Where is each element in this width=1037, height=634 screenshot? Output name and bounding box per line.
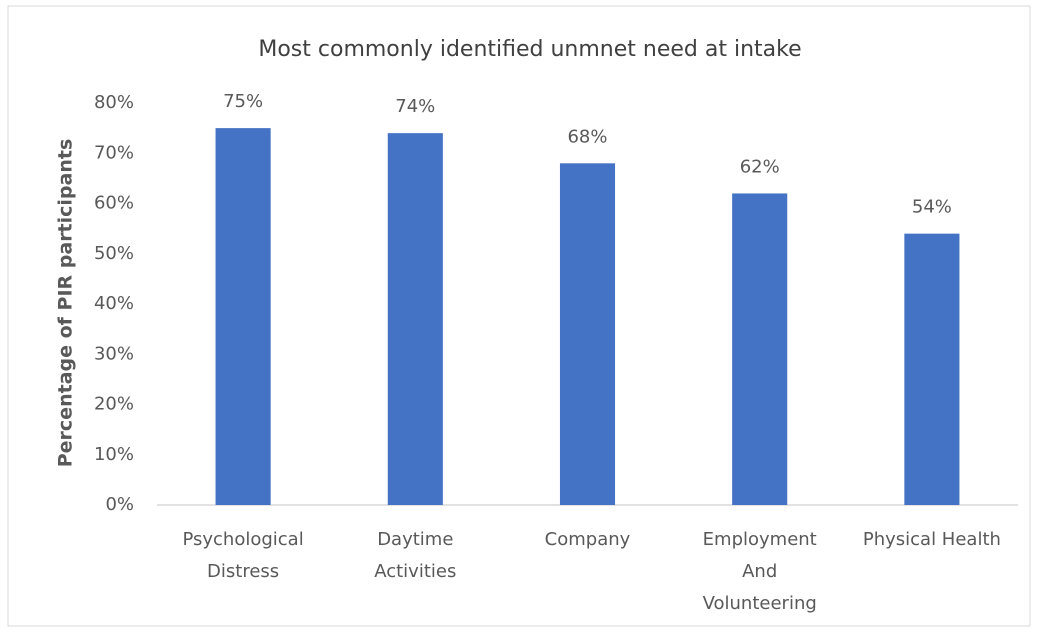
x-tick-label: Daytime Activities: [374, 529, 456, 582]
x-tick-label-line: Physical Health: [863, 529, 1001, 550]
x-tick-label: Psychological Distress: [182, 529, 303, 582]
y-tick-label: 40%: [94, 293, 134, 314]
value-label: 68%: [567, 126, 607, 147]
y-tick-label: 60%: [94, 193, 134, 214]
value-label: 54%: [912, 197, 952, 218]
bar: [387, 133, 443, 505]
y-tick-label: 10%: [94, 444, 134, 465]
x-tick-label-line: Company: [545, 529, 631, 550]
y-tick-label: 70%: [94, 142, 134, 163]
x-tick-label: Company: [545, 529, 631, 550]
chart-title: Most commonly identified unmnet need at …: [258, 37, 801, 62]
x-tick-label-line: And: [742, 561, 777, 582]
x-tick-label: Employment And Volunteering: [703, 529, 817, 614]
x-tick-label-line: Distress: [207, 561, 279, 582]
chart-frame: [7, 5, 1031, 627]
x-tick-label-line: Activities: [374, 561, 456, 582]
x-tick-label: Physical Health: [863, 529, 1001, 550]
x-tick-label-line: Employment: [703, 529, 817, 550]
y-tick-label: 80%: [94, 92, 134, 113]
y-tick-label: 50%: [94, 243, 134, 264]
value-label: 75%: [223, 91, 263, 112]
x-tick-label-line: Volunteering: [703, 593, 817, 614]
y-tick-label: 20%: [94, 394, 134, 415]
bar: [215, 128, 271, 505]
x-tick-label-line: Daytime: [377, 529, 453, 550]
y-tick-label: 30%: [94, 343, 134, 364]
y-axis-title: Percentage of PIR participants: [55, 139, 77, 468]
bar: [732, 193, 788, 505]
value-label: 74%: [395, 96, 435, 117]
bar: [904, 233, 960, 505]
x-tick-label-line: Psychological: [182, 529, 303, 550]
bar: [559, 163, 616, 506]
y-tick-label: 0%: [105, 494, 134, 515]
value-label: 62%: [740, 156, 780, 177]
